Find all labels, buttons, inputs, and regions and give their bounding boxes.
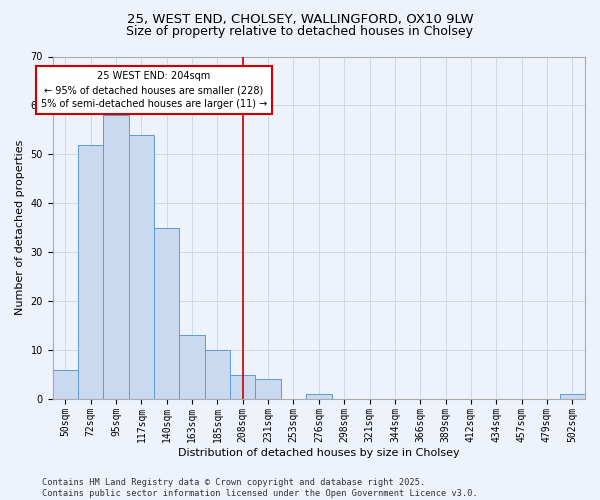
Bar [306,394,332,399]
Bar [154,228,179,399]
Text: Size of property relative to detached houses in Cholsey: Size of property relative to detached ho… [127,25,473,38]
X-axis label: Distribution of detached houses by size in Cholsey: Distribution of detached houses by size … [178,448,460,458]
Bar [256,380,281,399]
Bar [103,115,129,399]
Text: Contains HM Land Registry data © Crown copyright and database right 2025.
Contai: Contains HM Land Registry data © Crown c… [42,478,478,498]
Text: 25, WEST END, CHOLSEY, WALLINGFORD, OX10 9LW: 25, WEST END, CHOLSEY, WALLINGFORD, OX10… [127,12,473,26]
Bar [230,374,256,399]
Bar [560,394,585,399]
Bar [179,336,205,399]
Y-axis label: Number of detached properties: Number of detached properties [15,140,25,316]
Bar [205,350,230,399]
Bar [53,370,78,399]
Text: 25 WEST END: 204sqm
← 95% of detached houses are smaller (228)
5% of semi-detach: 25 WEST END: 204sqm ← 95% of detached ho… [41,71,267,109]
Bar [78,144,103,399]
Bar [129,135,154,399]
